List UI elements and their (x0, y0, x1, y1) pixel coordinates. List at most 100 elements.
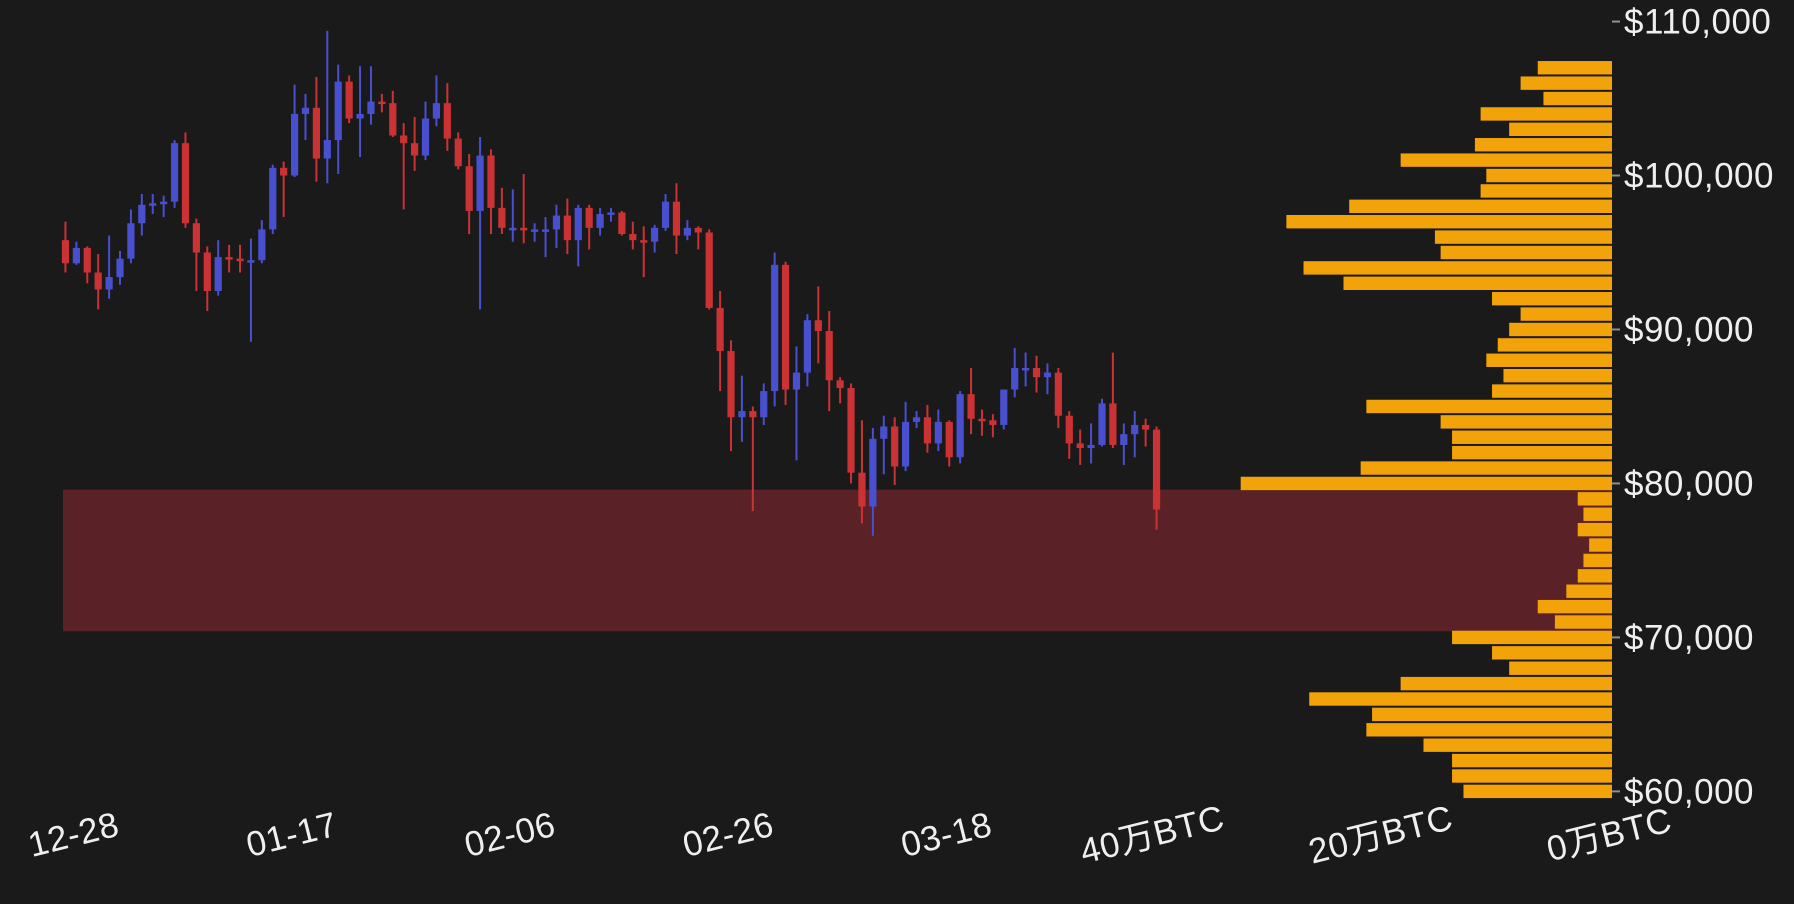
price-axis-label: $100,000 (1624, 157, 1774, 196)
candle-body (705, 232, 713, 308)
candle-body (323, 140, 331, 159)
candle-wick (642, 226, 645, 278)
candle-body (476, 155, 484, 211)
date-axis-label: 02-06 (461, 805, 560, 865)
volume-profile-bar (1372, 707, 1612, 722)
candle-body (94, 272, 102, 290)
volume-profile-bar (1434, 230, 1612, 244)
candle-body (792, 372, 801, 390)
candle-body (880, 426, 888, 439)
candle-body (432, 103, 441, 119)
candle-body (149, 203, 157, 206)
candle-body (858, 472, 866, 507)
candle-body (225, 257, 233, 260)
date-axis-label: 01-17 (242, 805, 341, 865)
volume-profile-bar (1286, 215, 1612, 229)
volume-profile-bar (1480, 184, 1612, 198)
volume-profile-bar (1423, 738, 1612, 752)
price-axis-label: $110,000 (1624, 3, 1771, 42)
candle-body (683, 227, 691, 236)
candle-body (912, 417, 921, 422)
candle-body (411, 143, 419, 156)
candle-body (258, 229, 266, 261)
candle-body (443, 103, 451, 139)
candle-wick (402, 123, 405, 210)
candle-body (618, 212, 626, 235)
volume-profile-bar (1543, 91, 1612, 106)
price-axis-label: $90,000 (1624, 310, 1754, 349)
highlight-zone-layer (63, 489, 1612, 632)
candle-wick (1090, 423, 1093, 464)
candle-wick (479, 137, 482, 310)
candle-body (640, 240, 648, 243)
date-axis-label: 02-26 (679, 805, 778, 865)
volume-axis-label: 0万BTC (1543, 801, 1676, 870)
candle-body (465, 166, 473, 211)
volume-profile-bar (1492, 291, 1612, 306)
candle-body (934, 421, 942, 444)
candle-body (541, 229, 550, 232)
candle-wick (795, 346, 798, 461)
candle-body (214, 257, 222, 291)
volume-profile-bar (1360, 461, 1612, 475)
volume-profile-bar (1303, 261, 1612, 275)
candle-body (1098, 403, 1106, 445)
volume-profile-layer (1240, 61, 1612, 799)
candle-body (127, 223, 135, 259)
candle-body (1120, 434, 1128, 445)
candle-body (825, 331, 833, 381)
candle-wick (1046, 363, 1049, 395)
volume-profile-bar (1509, 661, 1612, 675)
volume-profile-bar (1349, 199, 1612, 214)
volume-axis-label: 20万BTC (1305, 798, 1457, 871)
candle-body (356, 113, 364, 119)
volume-profile-bar (1486, 353, 1612, 367)
candle-body (487, 155, 495, 208)
candle-wick (991, 414, 994, 438)
candle-body (498, 207, 506, 228)
candle-body (585, 207, 593, 228)
candle-body (672, 201, 681, 236)
candle-body (1076, 443, 1084, 449)
date-axis-label: 03-18 (897, 805, 996, 865)
volume-profile-bar (1400, 153, 1612, 167)
candle-body (749, 411, 757, 418)
candle-body (400, 135, 408, 144)
candle-body (138, 204, 146, 224)
volume-profile-bar (1583, 507, 1612, 521)
candle-wick (751, 406, 754, 512)
volume-profile-bar (1452, 753, 1612, 768)
volume-profile-bar (1537, 61, 1612, 75)
candle-body (1032, 367, 1041, 378)
candle-body (869, 438, 877, 507)
candle-body (760, 391, 768, 418)
candle-body (661, 201, 670, 228)
candle-body (116, 258, 124, 278)
candle-body (552, 215, 561, 230)
candle-wick (697, 226, 700, 250)
candle-body (236, 258, 244, 262)
volume-profile-bar (1583, 553, 1612, 568)
candle-body (596, 214, 604, 228)
candle-wick (195, 218, 198, 291)
candle-body (814, 320, 822, 332)
candle-body (290, 113, 299, 176)
candle-body (181, 143, 190, 224)
candle-body (1152, 429, 1161, 510)
candle-wick (522, 173, 525, 244)
candle-body (771, 264, 779, 392)
candle-body (956, 394, 964, 458)
candle-body (421, 118, 430, 156)
candle-body (1131, 424, 1139, 435)
candle-wick (249, 238, 252, 342)
candle-body (105, 277, 113, 290)
candle-body (520, 227, 528, 231)
volume-profile-bar (1589, 538, 1612, 552)
candle-body (509, 227, 517, 231)
candle-body (1054, 372, 1062, 416)
volume-profile-bar (1503, 368, 1612, 383)
candle-wick (860, 420, 863, 524)
candle-body (923, 417, 932, 444)
candle-body (716, 307, 724, 352)
